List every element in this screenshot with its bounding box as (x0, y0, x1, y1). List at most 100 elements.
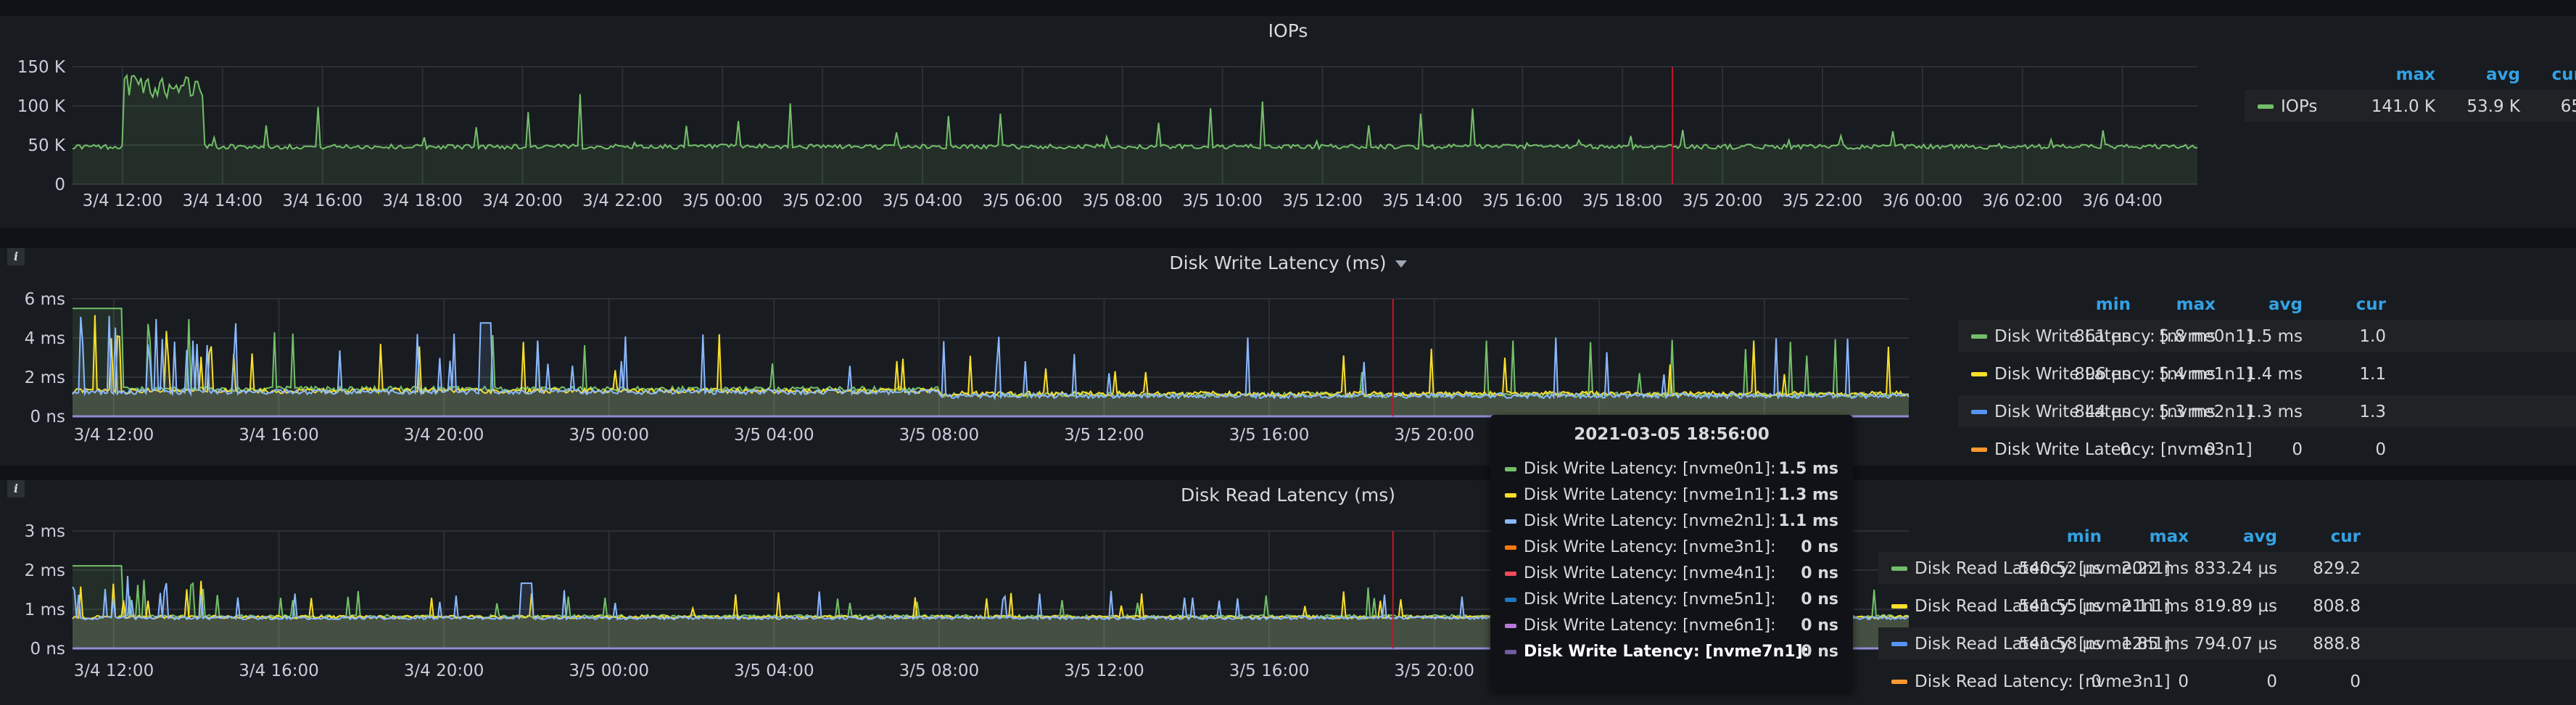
legend-header-avg[interactable]: avg (2269, 295, 2303, 314)
tooltip-value: 1.3 ms (1778, 486, 1838, 504)
y-tick-label: 2 ms (25, 561, 65, 580)
legend-value-current: 0 (2350, 672, 2361, 691)
legend-swatch[interactable] (1971, 334, 1987, 339)
tooltip-row: Disk Write Latency: [nvme6n1]: 0 ns (1505, 614, 1838, 640)
x-tick-label: 3/6 02:00 (1982, 191, 2063, 210)
x-tick-label: 3/4 20:00 (404, 661, 484, 680)
legend-series-name[interactable]: Disk Write Latency: [nvme1n1] (1994, 365, 2253, 384)
series-area (73, 316, 1909, 416)
tooltip-series-name: Disk Write Latency: [nvme5n1]: (1524, 590, 1776, 609)
legend-value-min: 0 (2091, 672, 2102, 691)
legend-header-avg[interactable]: avg (2243, 527, 2277, 546)
legend-row[interactable]: Disk Read Latency: [nvme3n1] 0 0 0 0 (1878, 665, 2576, 697)
legend-swatch[interactable] (1891, 604, 1907, 609)
legend-value-avg: 1.4 ms (2245, 365, 2303, 384)
y-tick-label: 1 ms (25, 601, 65, 619)
tooltip-value: 0 ns (1801, 643, 1838, 661)
disk-write-latency-chart[interactable]: 0 ns 2 ms 4 ms 6 ms 3/4 12:00 3/4 16:00 3/4 20… (0, 248, 2576, 466)
legend-header-min[interactable]: min (2095, 295, 2131, 314)
legend-row[interactable]: Disk Write Latency: [nvme2n1] 844 µs 5.3 m… (1958, 395, 2576, 427)
panel-title[interactable]: Disk Write Latency (ms) (1169, 252, 1387, 273)
x-tick-label: 3/5 20:00 (1394, 426, 1474, 445)
legend-series-name[interactable]: Disk Read Latency: [nvme1n1] (1915, 597, 2171, 616)
series-line (72, 315, 1910, 398)
x-tick-label: 3/4 22:00 (582, 191, 663, 210)
tooltip-series-name: Disk Write Latency: [nvme1n1]: (1524, 486, 1776, 504)
tooltip-row: Disk Write Latency: [nvme4n1]: 0 ns (1505, 561, 1838, 588)
legend-series-name[interactable]: IOPs (2281, 97, 2318, 116)
legend-header-min[interactable]: min (2066, 527, 2102, 546)
legend-value-max: 5.4 ms (2158, 365, 2216, 384)
legend-series-name[interactable]: Disk Write Latency: [nvme0n1] (1994, 327, 2253, 346)
series-line (72, 73, 2198, 151)
legend-row[interactable]: Disk Write Latency: [nvme1n1] 896 µs 5.4 m… (1958, 358, 2576, 389)
legend-header-max[interactable]: max (2176, 295, 2216, 314)
legend-swatch[interactable] (1891, 680, 1907, 684)
legend-row[interactable]: IOPs 141.0 K 53.9 K 65 (2245, 90, 2576, 122)
iops-chart[interactable]: 0 50 K 100 K 150 K 3/4 12:00 3/4 14:00 3/4 16:… (0, 16, 2576, 228)
legend-row[interactable]: Disk Read Latency: [nvme2n1] 541.58 µs 1.8… (1878, 627, 2576, 659)
panel-info-icon[interactable]: i (7, 480, 25, 498)
legend-row[interactable]: Disk Read Latency: [nvme0n1] 540.52 µs 2.2… (1878, 552, 2576, 584)
legend-value-max: 5.8 ms (2158, 327, 2216, 346)
x-tick-label: 3/6 00:00 (1883, 191, 1963, 210)
legend-swatch[interactable] (1891, 642, 1907, 646)
legend-series-name[interactable]: Disk Read Latency: [nvme3n1] (1915, 672, 2171, 691)
disk-read-latency-chart[interactable]: 0 ns 1 ms 2 ms 3 ms 3/4 12:00 3/4 16:00 3/4 20… (0, 480, 2576, 705)
legend-value-avg: 1.5 ms (2245, 327, 2303, 346)
x-tick-label: 3/5 10:00 (1182, 191, 1263, 210)
legend-row[interactable]: Disk Read Latency: [nvme1n1] 541.55 µs 2.1… (1878, 590, 2576, 622)
x-tick-label: 3/5 04:00 (883, 191, 963, 210)
legend-value-min: 896 µs (2074, 365, 2131, 384)
series-line (73, 308, 1910, 400)
y-tick-label: 2 ms (25, 368, 65, 387)
tooltip-row: Disk Write Latency: [nvme0n1]: 1.5 ms (1505, 457, 1838, 483)
legend-swatch[interactable] (1971, 448, 1987, 452)
x-tick-label: 3/4 12:00 (74, 426, 154, 445)
panel-info-icon[interactable]: i (7, 248, 25, 265)
y-tick-label: 6 ms (25, 290, 65, 309)
tooltip-series-name: Disk Write Latency: [nvme2n1]: (1524, 512, 1776, 530)
legend-series-name[interactable]: Disk Read Latency: [nvme0n1] (1915, 559, 2171, 578)
x-tick-label: 3/5 00:00 (569, 426, 649, 445)
legend-row[interactable]: Disk Write Latency: [nvme0n1] 861 µs 5.8 m… (1958, 320, 2576, 352)
legend-header-current[interactable]: cur (2356, 295, 2386, 314)
legend-swatch[interactable] (1971, 372, 1987, 376)
legend-value-current: 1.0 (2359, 327, 2386, 346)
x-tick-label: 3/5 12:00 (1064, 661, 1144, 680)
x-tick-label: 3/6 04:00 (2082, 191, 2163, 210)
x-tick-label: 3/5 12:00 (1282, 191, 1363, 210)
x-tick-label: 3/5 12:00 (1064, 426, 1144, 445)
series-area (73, 566, 1909, 648)
x-tick-label: 3/4 14:00 (183, 191, 263, 210)
tooltip-swatch (1505, 467, 1516, 471)
panel-title[interactable]: Disk Read Latency (ms) (1180, 485, 1396, 506)
legend-swatch[interactable] (1971, 410, 1987, 414)
legend-value-current: 808.8 (2313, 597, 2361, 616)
legend-swatch[interactable] (1891, 566, 1907, 571)
panel-title[interactable]: IOPs (1268, 20, 1308, 41)
legend-header-current[interactable]: cur (2551, 65, 2576, 84)
legend-series-name[interactable]: Disk Write Latency: [nvme3n1] (1994, 440, 2253, 459)
legend-series-name[interactable]: Disk Write Latency: [nvme2n1] (1994, 403, 2253, 421)
legend-value-current: 888.8 (2313, 635, 2361, 654)
legend-value-min: 541.55 µs (2018, 597, 2102, 616)
disk-write-latency-panel: i Disk Write Latency (ms) 0 ns 2 ms 4 ms 6 … (0, 248, 2576, 466)
legend-value-current: 0 (2375, 440, 2386, 459)
legend-value-avg: 794.07 µs (2194, 635, 2277, 654)
legend-header-current[interactable]: cur (2330, 527, 2361, 546)
legend-header-avg[interactable]: avg (2486, 65, 2520, 84)
panel-title-wrap[interactable]: Disk Write Latency (ms) (0, 252, 2576, 273)
x-tick-label: 3/4 16:00 (282, 191, 363, 210)
x-tick-label: 3/4 12:00 (74, 661, 154, 680)
chevron-down-icon[interactable] (1395, 260, 1407, 268)
legend-header-max[interactable]: max (2149, 527, 2189, 546)
tooltip-swatch (1505, 624, 1516, 628)
y-tick-label: 0 ns (30, 408, 65, 426)
legend-swatch[interactable] (2258, 104, 2274, 109)
legend-header-max[interactable]: max (2395, 65, 2435, 84)
legend-series-name[interactable]: Disk Read Latency: [nvme2n1] (1915, 635, 2171, 654)
x-tick-label: 3/5 06:00 (983, 191, 1063, 210)
tooltip-swatch (1505, 493, 1516, 498)
legend-row[interactable]: Disk Write Latency: [nvme3n1] 0 0 0 0 (1958, 433, 2576, 465)
